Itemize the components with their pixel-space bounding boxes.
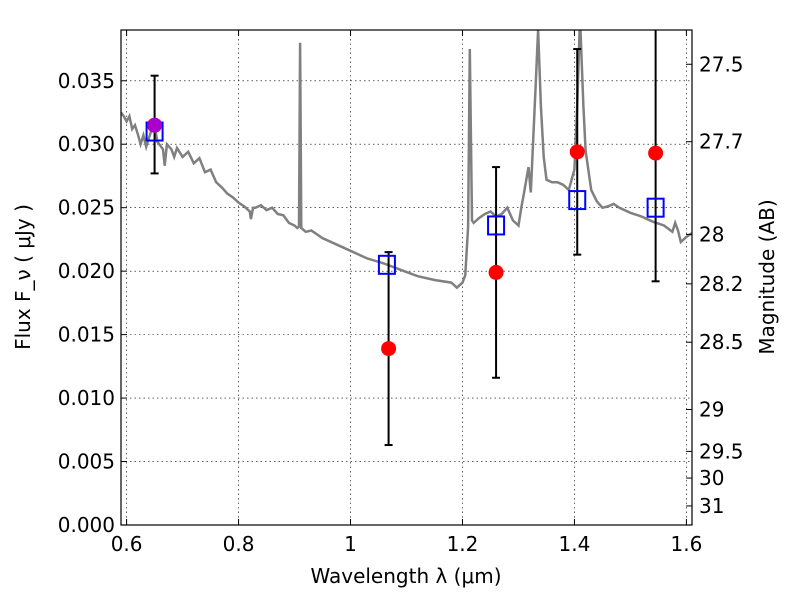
y-tick-label: 0.015 <box>58 323 115 347</box>
model-photometry-square <box>487 215 506 236</box>
y-tick-label: 0.025 <box>58 196 115 220</box>
x-tick-label: 0.6 <box>111 532 143 556</box>
right-tick-label: 30 <box>699 466 724 490</box>
right-axis-ticks: 27.5 27.7 28 28.2 28.5 29 29.5 30 31 <box>686 52 744 518</box>
x-tick-label: 1 <box>344 532 357 556</box>
plot-frame <box>120 29 693 526</box>
model-photometry-square <box>646 197 665 218</box>
y-tick-label: 0.010 <box>58 386 115 410</box>
observed-point <box>648 145 664 161</box>
right-tick-label: 29 <box>699 398 724 422</box>
y-axis-ticks: 0.000 0.005 0.010 0.015 0.020 0.025 0.030 0.035 <box>58 69 127 537</box>
highlight-point <box>147 117 163 133</box>
x-tick-label: 0.8 <box>223 532 255 556</box>
x-axis-label: Wavelength λ (μm) <box>310 564 501 588</box>
y-tick-label: 0.000 <box>58 513 115 537</box>
x-tick-label: 1.2 <box>447 532 479 556</box>
right-axis-label: Magnitude (AB) <box>755 199 779 354</box>
right-tick-label: 28.2 <box>699 272 744 296</box>
grid-lines <box>121 30 692 526</box>
x-tick-label: 1.4 <box>559 532 591 556</box>
y-tick-label: 0.035 <box>58 69 115 93</box>
right-tick-label: 28.5 <box>699 330 744 354</box>
y-tick-label: 0.005 <box>58 450 115 474</box>
right-tick-label: 27.5 <box>699 52 744 76</box>
model-photometry-squares <box>145 117 665 275</box>
y-axis-label: Flux F_ν ( μJy ) <box>11 204 35 350</box>
right-tick-label: 29.5 <box>699 439 744 463</box>
model-spectrum-line <box>121 30 692 290</box>
observed-point <box>381 341 397 357</box>
right-tick-label: 27.7 <box>699 130 744 154</box>
model-photometry-square <box>377 254 396 275</box>
model-photometry-square <box>568 190 587 211</box>
right-tick-label: 31 <box>699 494 724 518</box>
x-tick-label: 1.6 <box>670 532 702 556</box>
observed-point <box>488 264 504 280</box>
x-axis-ticks: 0.6 0.8 1 1.2 1.4 1.6 <box>111 30 702 556</box>
y-tick-label: 0.020 <box>58 259 115 283</box>
observed-point <box>569 144 585 160</box>
y-tick-label: 0.030 <box>58 132 115 156</box>
right-tick-label: 28 <box>699 222 724 246</box>
